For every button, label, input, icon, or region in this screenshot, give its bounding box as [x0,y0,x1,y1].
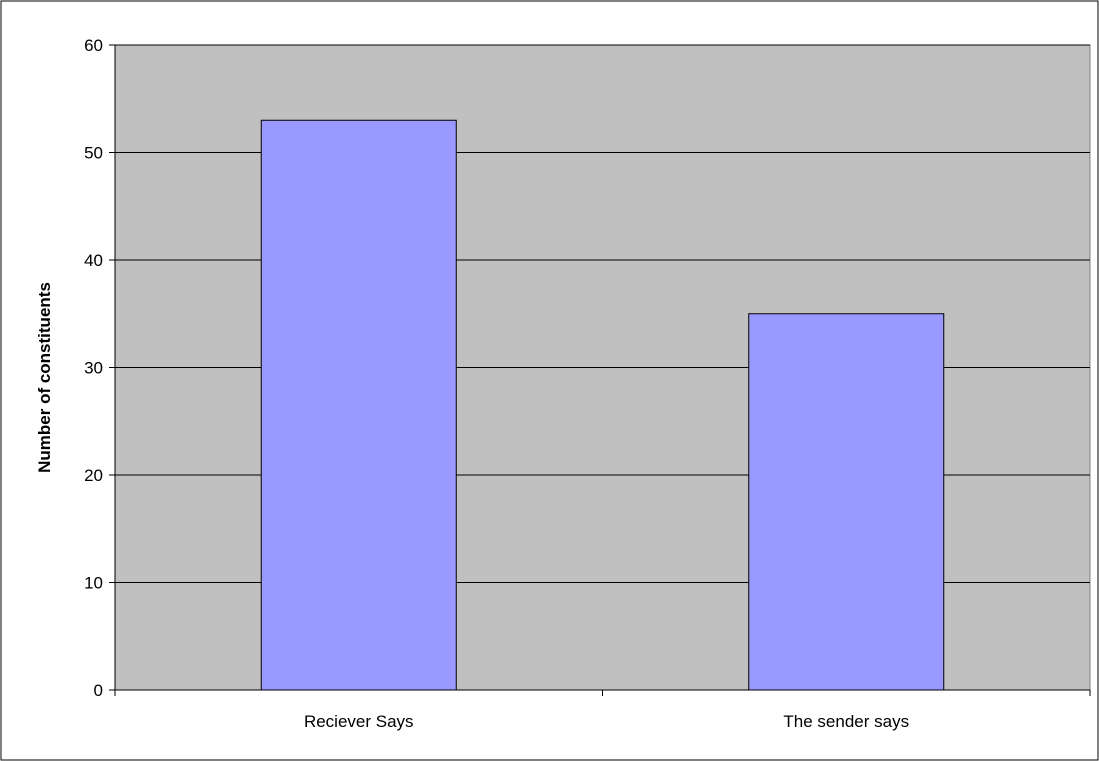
bar-0 [260,119,457,691]
y-tick-label: 50 [84,144,103,163]
y-tick-label: 0 [94,681,103,700]
y-tick-label: 40 [84,251,103,270]
bars [260,119,945,691]
bar-1 [748,313,945,691]
y-tick-labels: 0 10 20 30 40 50 60 [84,36,103,700]
y-tick-label: 10 [84,574,103,593]
x-tick-label: The sender says [783,712,909,731]
y-tick-label: 20 [84,466,103,485]
x-tick-label: Reciever Says [304,712,414,731]
y-axis-title: Number of constituents [35,282,54,473]
x-tick-labels: Reciever Says The sender says [304,712,909,731]
y-tick-label: 30 [84,359,103,378]
y-tick-label: 60 [84,36,103,55]
axes [109,44,1091,696]
